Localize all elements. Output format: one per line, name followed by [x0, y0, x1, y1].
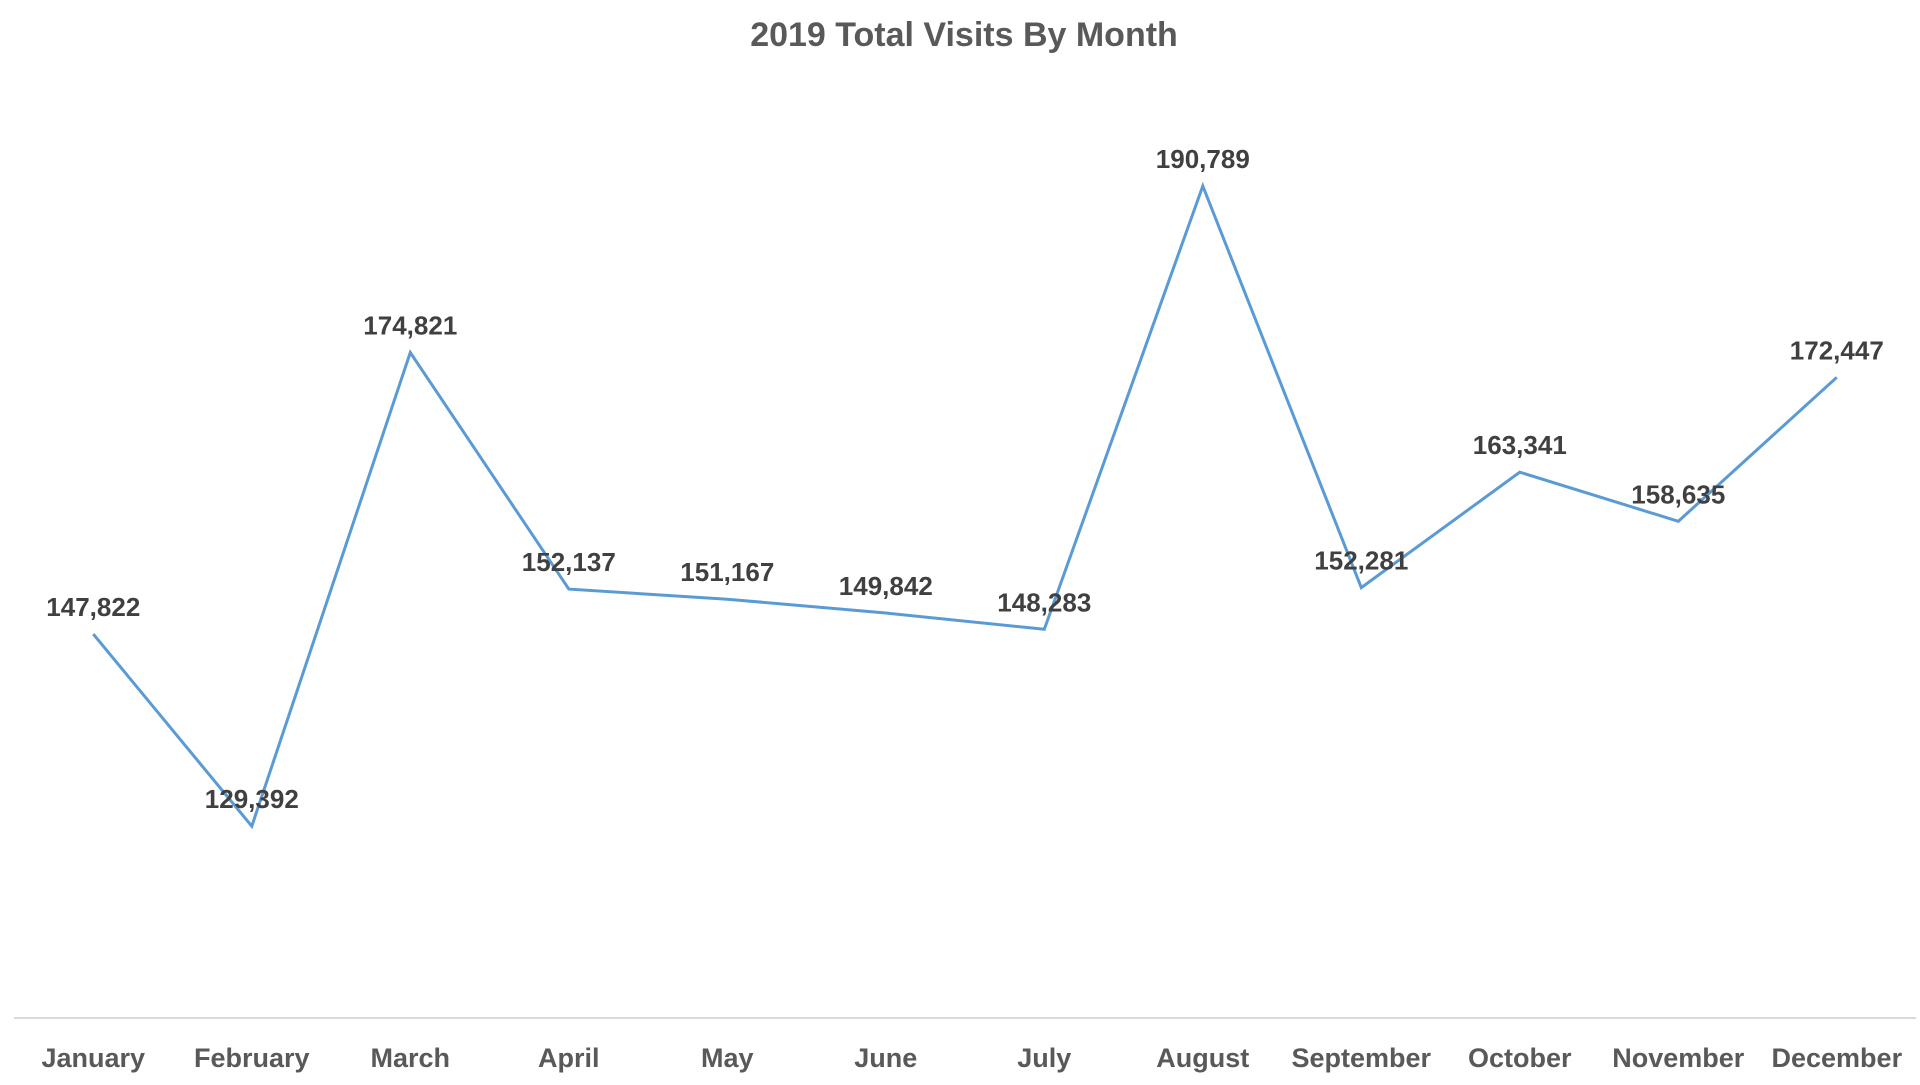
data-label: 158,635 [1631, 479, 1725, 509]
data-point [883, 610, 889, 616]
data-point [249, 823, 255, 829]
data-label: 129,392 [205, 784, 299, 814]
data-label: 174,821 [363, 311, 457, 341]
data-label: 190,789 [1156, 144, 1250, 174]
data-label: 163,341 [1473, 430, 1567, 460]
data-point [90, 631, 96, 637]
x-tick-label: March [371, 1043, 451, 1073]
data-point [724, 596, 730, 602]
x-tick-label: April [538, 1043, 600, 1073]
x-tick-label: June [854, 1043, 917, 1073]
chart-title: 2019 Total Visits By Month [750, 16, 1178, 54]
x-tick-label: November [1612, 1043, 1745, 1073]
data-label: 147,822 [46, 592, 140, 622]
data-point [1358, 585, 1364, 591]
data-point [1517, 469, 1523, 475]
x-tick-labels: January February March April May June July Augu… [42, 1043, 1903, 1073]
x-tick-label: January [42, 1043, 146, 1073]
series-line [92, 181, 1838, 830]
x-tick-label: July [1017, 1043, 1071, 1073]
series-group [90, 181, 1840, 830]
x-tick-label: September [1292, 1043, 1432, 1073]
x-tick-label: October [1468, 1043, 1572, 1073]
data-label: 149,842 [839, 571, 933, 601]
data-point [1041, 626, 1047, 632]
x-tick-label: May [701, 1043, 754, 1073]
data-label: 152,137 [522, 547, 616, 577]
data-labels: 147,822 129,392 174,821 152,137 151,167 149,8… [46, 144, 1883, 814]
data-label: 151,167 [680, 557, 774, 587]
x-tick-label: February [194, 1043, 310, 1073]
x-tick-label: December [1772, 1043, 1903, 1073]
data-label: 152,281 [1314, 546, 1408, 576]
data-label: 172,447 [1790, 335, 1884, 365]
data-point [407, 350, 413, 356]
data-point [1834, 374, 1840, 380]
x-tick-label: August [1156, 1043, 1249, 1073]
data-point [1200, 183, 1206, 189]
data-point [1675, 518, 1681, 524]
data-point [566, 586, 572, 592]
data-label: 148,283 [997, 587, 1091, 617]
